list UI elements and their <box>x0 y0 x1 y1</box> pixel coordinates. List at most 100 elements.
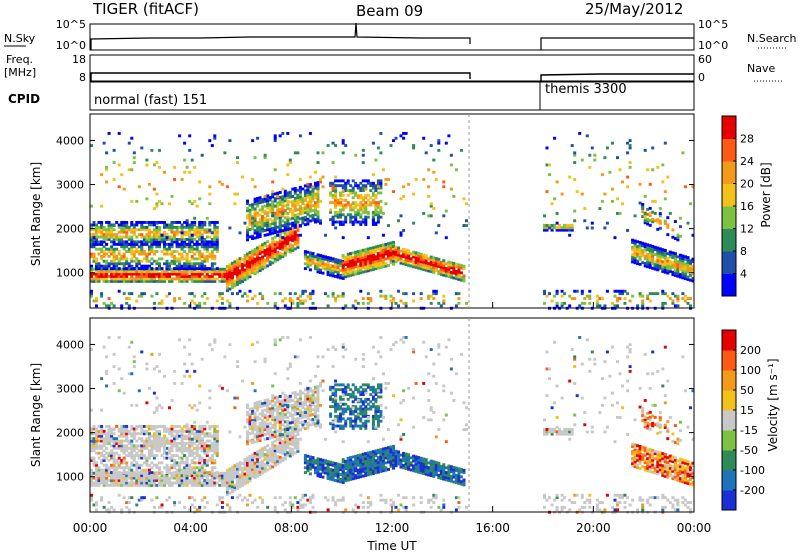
power-cell <box>160 202 164 206</box>
power-cell <box>548 173 551 177</box>
velocity-cell <box>271 446 275 449</box>
power-cell <box>241 262 244 266</box>
velocity-cell <box>195 483 199 487</box>
velocity-cell <box>276 405 280 409</box>
power-cell <box>316 210 320 214</box>
velocity-cell <box>142 432 146 436</box>
velocity-cell <box>105 479 109 482</box>
power-cell <box>643 249 647 253</box>
power-cell <box>293 242 297 246</box>
power-cell <box>100 275 104 278</box>
power-cell <box>298 200 302 204</box>
power-cell <box>218 270 222 274</box>
velocity-cell <box>173 442 177 445</box>
power-cell <box>200 294 204 298</box>
velocity-cell <box>248 439 252 443</box>
power-cell <box>429 265 433 269</box>
power-cell <box>100 233 104 237</box>
power-cell <box>261 205 265 209</box>
power-cell <box>442 271 446 275</box>
power-cell <box>263 197 267 201</box>
power-cell <box>213 240 217 244</box>
velocity-cell <box>271 397 275 400</box>
power-cell <box>163 221 166 224</box>
power-cell <box>110 275 114 278</box>
velocity-cell <box>293 434 297 438</box>
velocity-cell <box>112 474 116 478</box>
power-cell <box>306 205 310 209</box>
velocity-cell <box>130 476 134 480</box>
power-cell <box>306 222 310 226</box>
velocity-cell <box>112 454 116 457</box>
power-cell <box>369 246 373 250</box>
power-cell <box>213 279 217 283</box>
power-cell <box>273 136 277 140</box>
power-cell <box>376 206 380 209</box>
power-cell <box>273 252 277 256</box>
power-cell <box>155 275 159 278</box>
power-cell <box>663 256 667 260</box>
power-cell <box>545 228 549 232</box>
power-cell <box>165 250 169 253</box>
velocity-cell <box>190 425 194 428</box>
power-cell <box>248 260 252 264</box>
power-cell <box>465 219 468 223</box>
power-cell <box>198 255 202 258</box>
power-cell <box>132 245 136 249</box>
power-cell <box>686 261 690 264</box>
power-cell <box>631 248 635 252</box>
power-cell <box>366 301 370 305</box>
power-cell <box>193 199 197 203</box>
power-cell <box>361 256 365 259</box>
power-cell <box>588 297 592 300</box>
power-cell <box>379 258 383 262</box>
power-cell <box>110 277 114 281</box>
velocity-cell <box>135 483 139 487</box>
velocity-cell <box>243 467 247 471</box>
power-cell <box>117 262 121 266</box>
power-cell <box>281 212 285 215</box>
power-cell <box>155 279 159 283</box>
power-cell <box>417 254 421 258</box>
power-cell <box>205 245 209 249</box>
velocity-cell <box>107 439 111 443</box>
power-cell <box>331 216 335 220</box>
velocity-cell <box>248 455 252 458</box>
power-cell <box>402 301 406 305</box>
power-cell <box>142 270 146 274</box>
velocity-cell <box>135 471 139 475</box>
velocity-cell <box>178 474 182 478</box>
velocity-cell <box>291 440 295 444</box>
power-cell <box>356 209 360 213</box>
velocity-cell <box>268 434 272 437</box>
power-cell <box>180 231 184 235</box>
power-cell <box>306 188 310 192</box>
power-cell <box>407 261 411 265</box>
velocity-cell <box>256 432 260 436</box>
power-cell <box>359 289 363 293</box>
colorbar-tick-label: 20 <box>740 178 754 191</box>
power-cell <box>349 264 353 268</box>
power-cell <box>273 197 277 201</box>
power-cell <box>120 235 124 239</box>
power-cell <box>555 304 559 308</box>
power-cell <box>283 241 287 245</box>
power-cell <box>135 223 139 227</box>
power-cell <box>251 216 255 220</box>
power-cell <box>190 202 194 206</box>
velocity-cell <box>122 466 126 470</box>
power-cell <box>246 228 249 232</box>
velocity-cell <box>236 482 239 485</box>
velocity-cell <box>190 442 194 445</box>
velocity-cell <box>283 430 287 433</box>
power-cell <box>636 304 640 308</box>
power-cell <box>95 272 98 276</box>
power-cell <box>331 257 335 261</box>
power-cell <box>173 267 177 270</box>
power-cell <box>439 263 443 267</box>
power-cell <box>303 184 307 188</box>
velocity-cell <box>95 463 98 467</box>
power-cell <box>341 261 345 265</box>
power-cell <box>210 275 214 278</box>
power-cell <box>384 257 388 261</box>
